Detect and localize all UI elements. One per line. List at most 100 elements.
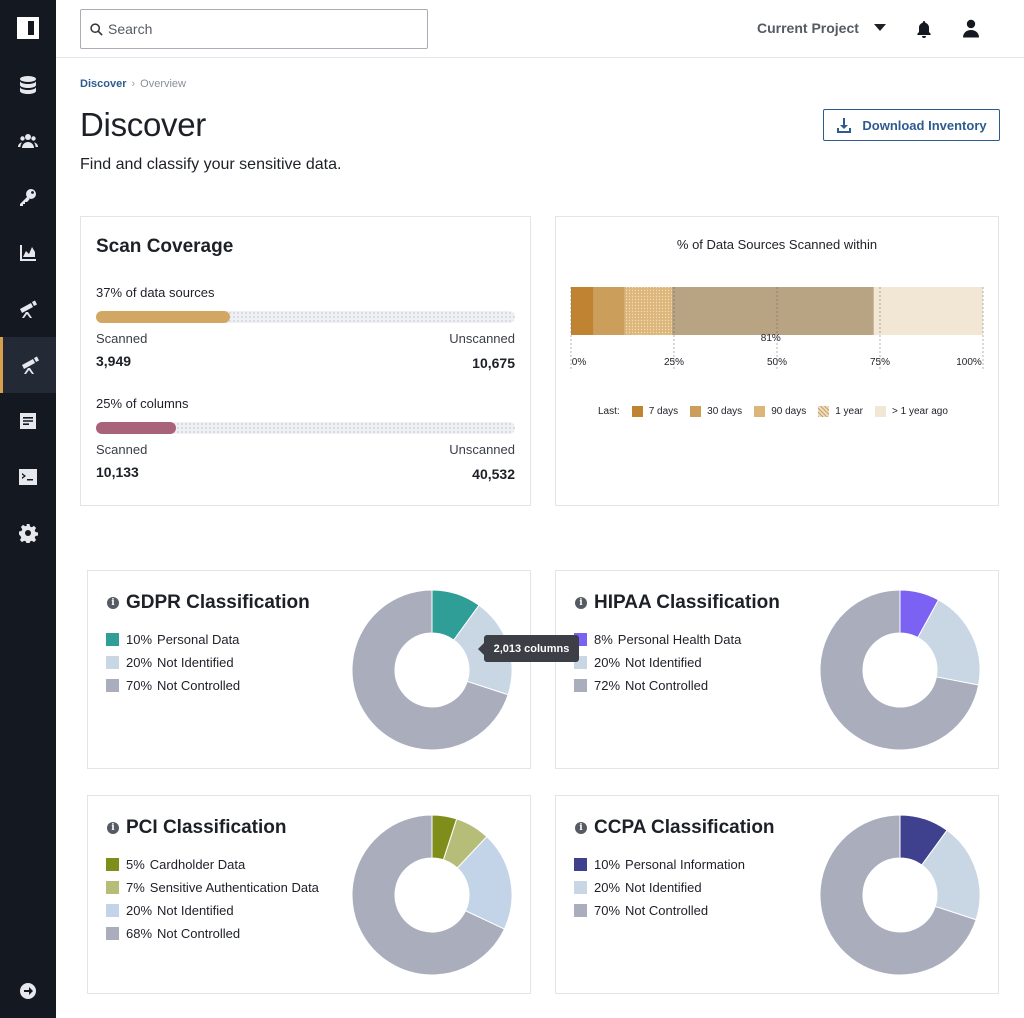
donut-slice-2[interactable] [819, 589, 980, 751]
gdpr-title: GDPR Classification [126, 592, 310, 613]
donut-slice-2[interactable] [819, 814, 977, 976]
tick-label: 100% [956, 357, 982, 368]
user-icon[interactable] [962, 19, 980, 38]
breadcrumb: Discover › Overview [80, 78, 186, 90]
sidebar-item-telescope[interactable] [0, 281, 56, 337]
legend-swatch [574, 881, 587, 894]
download-inventory-label: Download Inventory [862, 117, 987, 133]
legend-item: 72% Not Controlled [574, 674, 741, 697]
legend-percent: 7% [126, 880, 145, 895]
bar-segment-2[interactable] [624, 287, 672, 335]
breadcrumb-separator: › [131, 78, 136, 90]
legend-swatch [106, 679, 119, 692]
legend-item: 68% Not Controlled [106, 922, 319, 945]
legend-swatch [106, 858, 119, 871]
legend-label: Not Controlled [625, 678, 709, 693]
legend-item: 20% Not Identified [106, 899, 319, 922]
terminal-icon [19, 469, 37, 485]
chevron-down-icon[interactable] [874, 24, 886, 31]
legend-label-0: 7 days [648, 406, 679, 417]
search-input[interactable] [108, 19, 408, 39]
download-inventory-button[interactable]: Download Inventory [823, 109, 1000, 141]
breadcrumb-link-discover[interactable]: Discover [80, 78, 127, 90]
legend-label: Sensitive Authentication Data [149, 880, 319, 895]
donut-slice-3[interactable] [351, 814, 506, 976]
columns-scanned-label: Scanned [96, 442, 148, 457]
legend-swatch [106, 656, 119, 669]
sources-scanned-label: Scanned [96, 331, 148, 346]
report-icon [20, 413, 36, 429]
columns-unscanned-label: Unscanned [449, 442, 515, 457]
scan-recency-legend: Last: 7 days 30 days 90 days 1 year > 1 year… [598, 406, 948, 417]
bar-segment-1[interactable] [593, 287, 625, 335]
tick-label: 75% [870, 357, 890, 368]
sources-coverage-label: 37% of data sources [96, 285, 215, 300]
discover-icon [21, 356, 39, 374]
columns-progress-fill [96, 422, 176, 434]
legend-label-1: 30 days [707, 406, 743, 417]
ccpa-legend: 10% Personal Information 20% Not Identified… [574, 853, 745, 922]
sidebar-item-analytics[interactable] [0, 225, 56, 281]
sidebar-item-data-sources[interactable] [0, 57, 56, 113]
project-selector-label[interactable]: Current Project [757, 20, 859, 36]
gdpr-donut-chart[interactable] [351, 589, 513, 751]
sidebar-item-keys[interactable] [0, 169, 56, 225]
legend-label: Not Controlled [157, 926, 241, 941]
sources-unscanned-label: Unscanned [449, 331, 515, 346]
legend-label: Personal Data [157, 632, 240, 647]
legend-percent: 10% [594, 857, 621, 872]
sources-unscanned-count: 10,675 [472, 355, 515, 371]
legend-label: Not Identified [625, 880, 702, 895]
legend-percent: 5% [126, 857, 145, 872]
sidebar-item-terminal[interactable] [0, 449, 56, 505]
info-icon[interactable]: i [107, 822, 119, 834]
pci-donut-chart[interactable] [351, 814, 513, 976]
page-title: Discover [80, 106, 206, 143]
legend-item: 20% Not Identified [574, 651, 741, 674]
legend-label: Not Identified [625, 655, 702, 670]
legend-percent: 70% [594, 903, 621, 918]
download-icon [837, 118, 852, 133]
hipaa-legend: 8% Personal Health Data 20% Not Identified 7… [574, 628, 741, 697]
legend-percent: 10% [126, 632, 153, 647]
sidebar-item-discover[interactable] [0, 337, 56, 393]
hipaa-donut-chart[interactable] [819, 589, 981, 751]
ccpa-donut-chart[interactable] [819, 814, 981, 976]
gdpr-classification-card: i GDPR Classification 10% Personal Data 20… [87, 570, 531, 769]
bar-segment-3[interactable] [671, 287, 874, 335]
legend-label-3: 1 year [835, 406, 864, 417]
donut-slice-2[interactable] [351, 589, 509, 751]
legend-label: Not Identified [157, 655, 234, 670]
sidebar-item-settings[interactable] [0, 505, 56, 561]
info-icon[interactable]: i [107, 597, 119, 609]
legend-label-2: 90 days [771, 406, 807, 417]
gear-icon [19, 524, 38, 543]
search-box[interactable] [80, 9, 428, 49]
collapse-sidebar-icon[interactable] [19, 982, 37, 1000]
columns-coverage-text: of columns [122, 396, 189, 411]
scan-recency-card: % of Data Sources Scanned within 0% 25% 50… [555, 216, 999, 506]
legend-percent: 20% [126, 655, 153, 670]
bar-segment-0[interactable] [571, 287, 594, 335]
legend-swatch-0 [631, 406, 643, 417]
bar-segment-4[interactable] [873, 287, 983, 335]
legend-swatch [106, 633, 119, 646]
columns-progress-bar [96, 422, 515, 434]
telescope-icon [20, 300, 37, 318]
sidebar-item-reports[interactable] [0, 393, 56, 449]
legend-swatch-3 [818, 406, 830, 417]
search-icon [90, 23, 103, 36]
gdpr-legend: 10% Personal Data 20% Not Identified 70% Not … [106, 628, 240, 697]
app-logo[interactable] [17, 17, 39, 39]
hipaa-title: HIPAA Classification [594, 592, 780, 613]
sidebar-item-users[interactable] [0, 113, 56, 169]
columns-scanned-count: 10,133 [96, 464, 139, 480]
bell-icon[interactable] [916, 20, 932, 38]
legend-swatch-1 [690, 406, 702, 417]
info-icon[interactable]: i [575, 822, 587, 834]
users-icon [18, 134, 38, 148]
info-icon[interactable]: i [575, 597, 587, 609]
sources-scanned-count: 3,949 [96, 353, 132, 369]
chart-icon [20, 245, 36, 261]
legend-item: 20% Not Identified [574, 876, 745, 899]
